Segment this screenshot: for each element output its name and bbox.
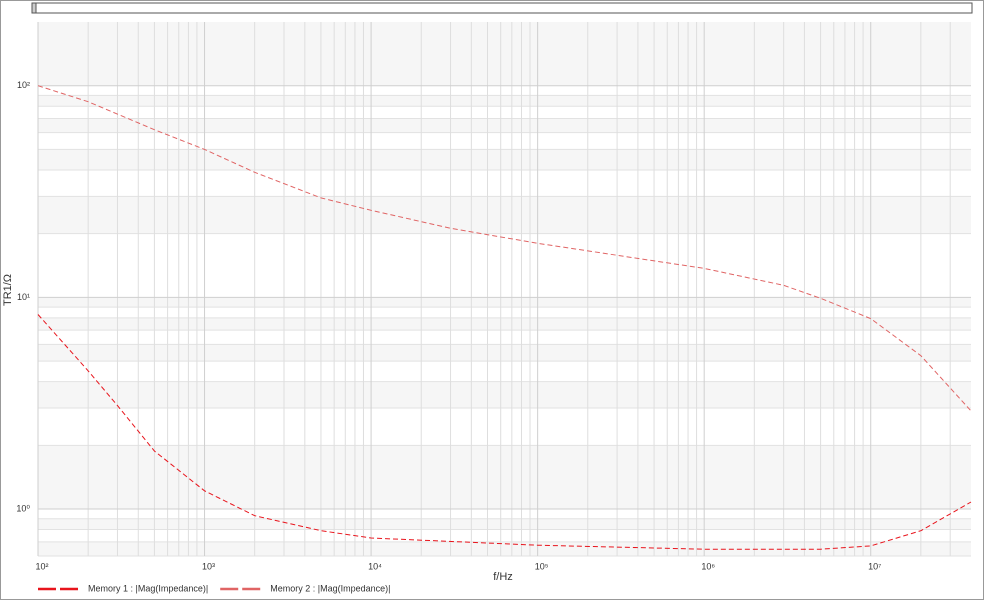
grid-band [38,106,971,119]
grid-band [38,509,971,519]
top-bar-handle[interactable] [31,2,37,14]
x-tick-label: 10³ [202,561,215,571]
y-tick-label: 10¹ [17,292,30,302]
x-tick-label: 10⁵ [535,561,549,571]
grid-band [38,169,971,197]
series-line [37,85,972,412]
grid-band [38,307,971,318]
grid-band [38,529,971,542]
x-tick-label: 10⁷ [868,561,881,571]
x-tick-label: 10⁴ [368,561,382,571]
x-tick-label: 10² [35,561,48,571]
grid-band [38,361,971,382]
grid-band [38,330,971,345]
grid-band [38,408,971,446]
y-axis-title: TR1/Ω [2,274,14,306]
grid-band [38,132,971,150]
x-tick-label: 10⁶ [701,561,715,571]
y-tick-label: 10² [17,80,30,90]
x-axis-title: f/Hz [493,571,513,583]
y-tick-label: 10⁰ [16,503,30,513]
series-line [37,314,972,550]
grid-band [38,233,971,298]
legend-label: Memory 2 : |Mag(Impedance)| [270,583,390,593]
legend-label: Memory 1 : |Mag(Impedance)| [88,583,208,593]
top-bar [31,2,973,14]
grid-band [38,85,971,96]
